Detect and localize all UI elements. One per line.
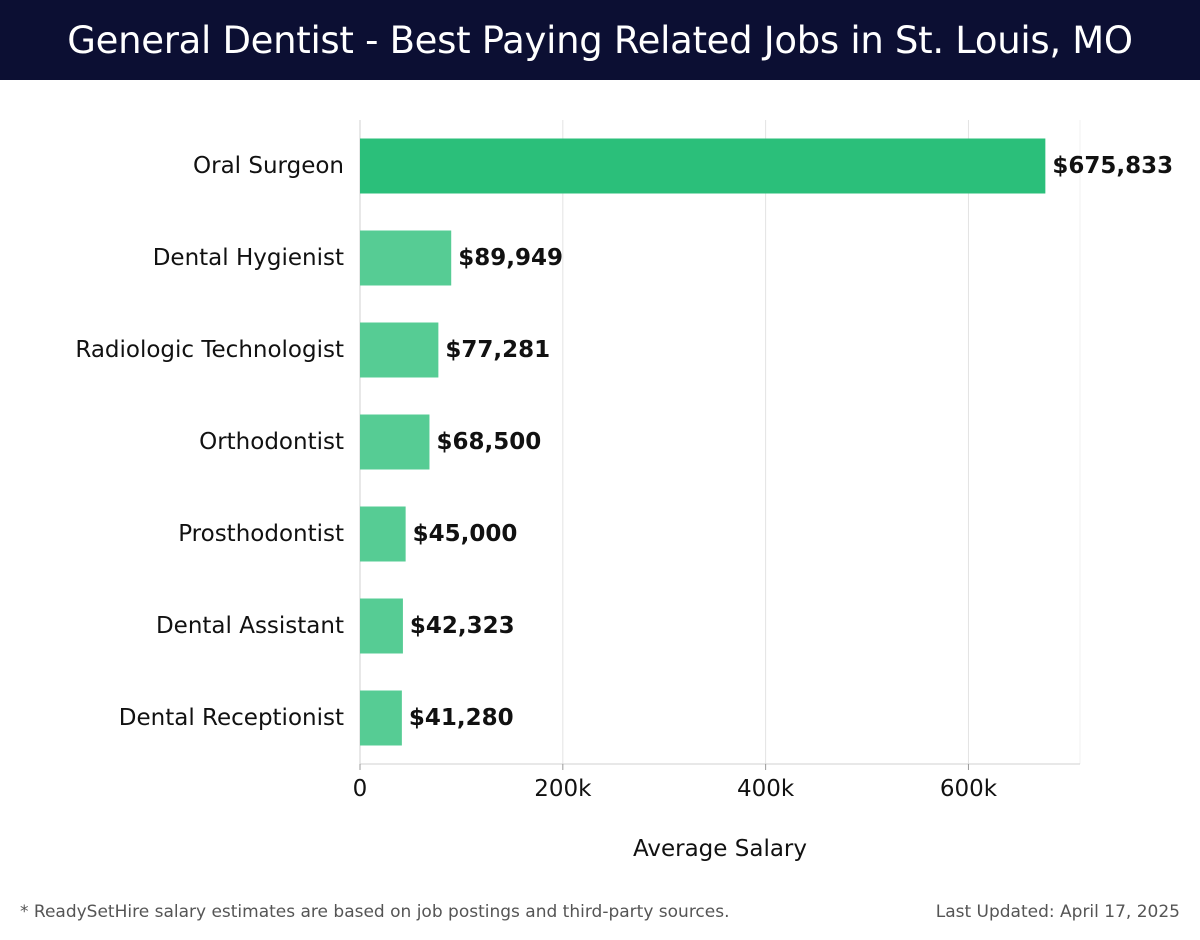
x-axis-title: Average Salary <box>633 836 807 862</box>
value-label: $42,323 <box>410 613 515 639</box>
category-label: Orthodontist <box>199 429 344 455</box>
value-label: $675,833 <box>1052 153 1173 179</box>
value-label: $68,500 <box>436 429 541 455</box>
category-label: Radiologic Technologist <box>75 337 344 363</box>
bar <box>360 506 406 562</box>
category-label: Dental Receptionist <box>119 705 344 731</box>
x-tick-label: 200k <box>534 776 592 802</box>
x-tick-label: 600k <box>940 776 998 802</box>
value-label: $45,000 <box>413 521 518 547</box>
value-label: $77,281 <box>445 337 550 363</box>
bar <box>360 598 403 654</box>
chart-header: General Dentist - Best Paying Related Jo… <box>0 0 1200 80</box>
bar <box>360 322 439 378</box>
chart-title: General Dentist - Best Paying Related Jo… <box>67 18 1133 62</box>
bar <box>360 138 1046 194</box>
category-label: Dental Assistant <box>156 613 344 639</box>
bar <box>360 690 402 746</box>
category-label: Oral Surgeon <box>193 153 344 179</box>
bar <box>360 414 430 470</box>
x-tick-label: 400k <box>737 776 795 802</box>
x-tick-label: 0 <box>353 776 368 802</box>
value-label: $89,949 <box>458 245 563 271</box>
footer-note: * ReadySetHire salary estimates are base… <box>20 902 730 922</box>
category-label: Dental Hygienist <box>153 245 344 271</box>
bar-chart: Oral Surgeon $675,833 Dental Hygienist $89,… <box>75 120 1173 862</box>
bar <box>360 230 452 286</box>
value-label: $41,280 <box>409 705 514 731</box>
category-label: Prosthodontist <box>178 521 344 547</box>
last-updated: Last Updated: April 17, 2025 <box>935 902 1180 922</box>
